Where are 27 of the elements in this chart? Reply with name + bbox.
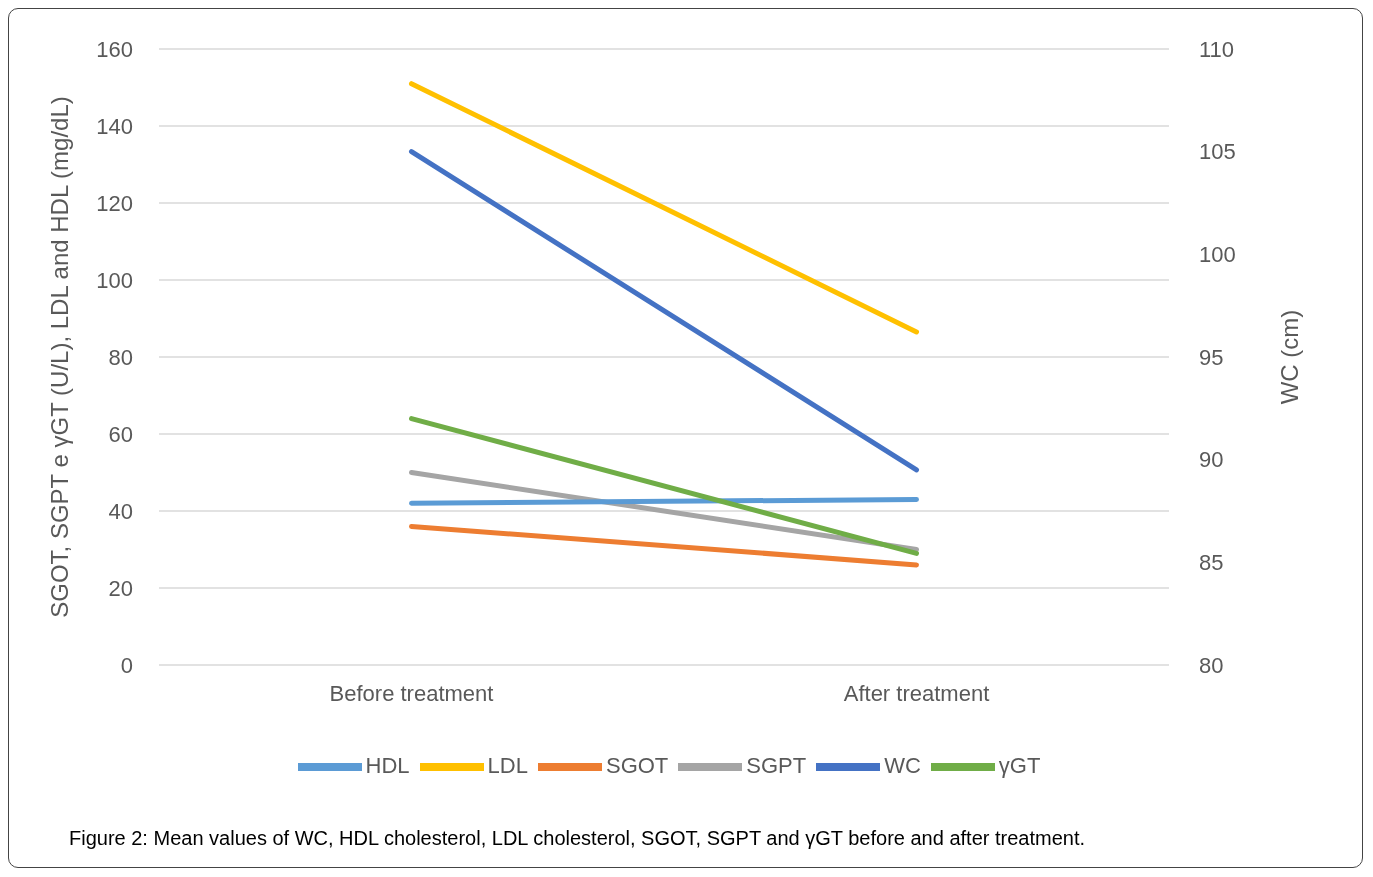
y-tick-label: 40	[108, 498, 133, 524]
y2-tick-label: 100	[1199, 242, 1236, 268]
y-tick-label: 60	[108, 421, 133, 447]
y2-tick-label: 110	[1199, 36, 1235, 62]
y-tick-label: 20	[108, 575, 133, 601]
legend-label: WC	[884, 752, 921, 778]
y-tick-label: 0	[120, 652, 133, 678]
legend-label: HDL	[365, 752, 410, 778]
x-tick-label: After treatment	[843, 680, 990, 706]
y2-axis-title: WC (cm)	[1275, 309, 1303, 405]
legend-label: γGT	[998, 752, 1041, 778]
y2-tick-label: 105	[1199, 139, 1236, 165]
y2-tick-label: 80	[1199, 652, 1224, 678]
legend-label: LDL	[487, 752, 528, 778]
y-tick-label: 80	[108, 344, 133, 370]
y2-tick-label: 95	[1199, 344, 1224, 370]
y-tick-label: 100	[96, 267, 133, 293]
text: Figure 2: Mean values of WC, HDL cholesterol, LDL cholesterol, SGOT, SGPT and γGT before and after treatment.	[69, 827, 1086, 850]
y-tick-label: 140	[96, 113, 133, 139]
y2-tick-label: 90	[1199, 447, 1224, 473]
y-tick-label: 160	[96, 36, 133, 62]
y2-tick-label: 85	[1199, 550, 1224, 576]
y-tick-label: 120	[96, 190, 133, 216]
legend-label: SGOT	[605, 752, 669, 778]
legend-label: SGPT	[746, 752, 807, 778]
x-tick-label: Before treatment	[329, 680, 494, 706]
y-axis-title: SGOT, SGPT e γGT (U/L), LDL and HDL (mg/dL)	[45, 96, 73, 618]
